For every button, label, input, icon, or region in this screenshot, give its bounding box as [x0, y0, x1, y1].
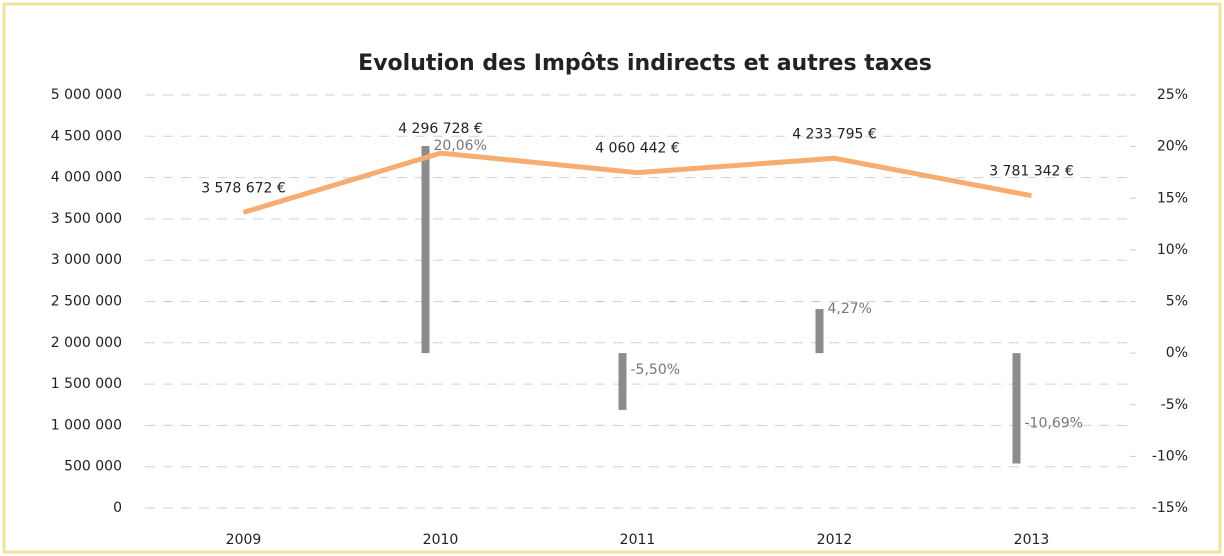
chart-title: Evolution des Impôts indirects et autres… [358, 51, 932, 76]
y-tick-label: 500 000 [64, 459, 122, 475]
y2-tick-label: 5% [1166, 294, 1188, 310]
x-tick-label: 2013 [1014, 532, 1050, 548]
bar [815, 309, 824, 354]
y-tick-label: 5 000 000 [51, 87, 122, 103]
bar-value-label: 20,06% [434, 138, 487, 154]
line-value-label: 3 578 672 € [201, 180, 286, 196]
line-value-label: 4 296 728 € [398, 121, 483, 137]
y-tick-label: 1 000 000 [51, 417, 122, 433]
bar [618, 353, 627, 410]
line-value-label: 4 233 795 € [792, 126, 877, 142]
bar-value-label: 4,27% [828, 301, 872, 317]
y2-tick-label: -10% [1152, 448, 1188, 464]
bar [421, 146, 430, 354]
y-tick-label: 4 000 000 [51, 170, 122, 186]
y2-tick-label: -5% [1161, 397, 1188, 413]
y2-tick-label: -15% [1152, 500, 1188, 516]
y2-tick-label: 0% [1166, 345, 1188, 361]
x-tick-label: 2011 [620, 532, 656, 548]
y2-tick-label: 15% [1157, 190, 1188, 206]
y2-tick-label: 25% [1157, 87, 1188, 103]
y-tick-label: 2 000 000 [51, 335, 122, 351]
y-tick-label: 3 500 000 [51, 211, 122, 227]
line [242, 150, 1032, 215]
x-tick-label: 2010 [423, 532, 459, 548]
bar [1012, 353, 1021, 464]
bar-value-label: -5,50% [631, 362, 681, 378]
y-tick-label: 0 [113, 500, 122, 516]
y-tick-label: 2 500 000 [51, 294, 122, 310]
y-tick-label: 4 500 000 [51, 128, 122, 144]
line-value-label: 3 781 342 € [989, 164, 1074, 180]
y2-tick-label: 20% [1157, 139, 1188, 155]
bar-value-label: -10,69% [1025, 415, 1083, 431]
y-tick-label: 3 000 000 [51, 252, 122, 268]
line-value-label: 4 060 442 € [595, 141, 680, 157]
y2-tick-label: 10% [1157, 242, 1188, 258]
x-tick-label: 2012 [817, 532, 853, 548]
x-tick-label: 2009 [226, 532, 262, 548]
y-tick-label: 1 500 000 [51, 376, 122, 392]
